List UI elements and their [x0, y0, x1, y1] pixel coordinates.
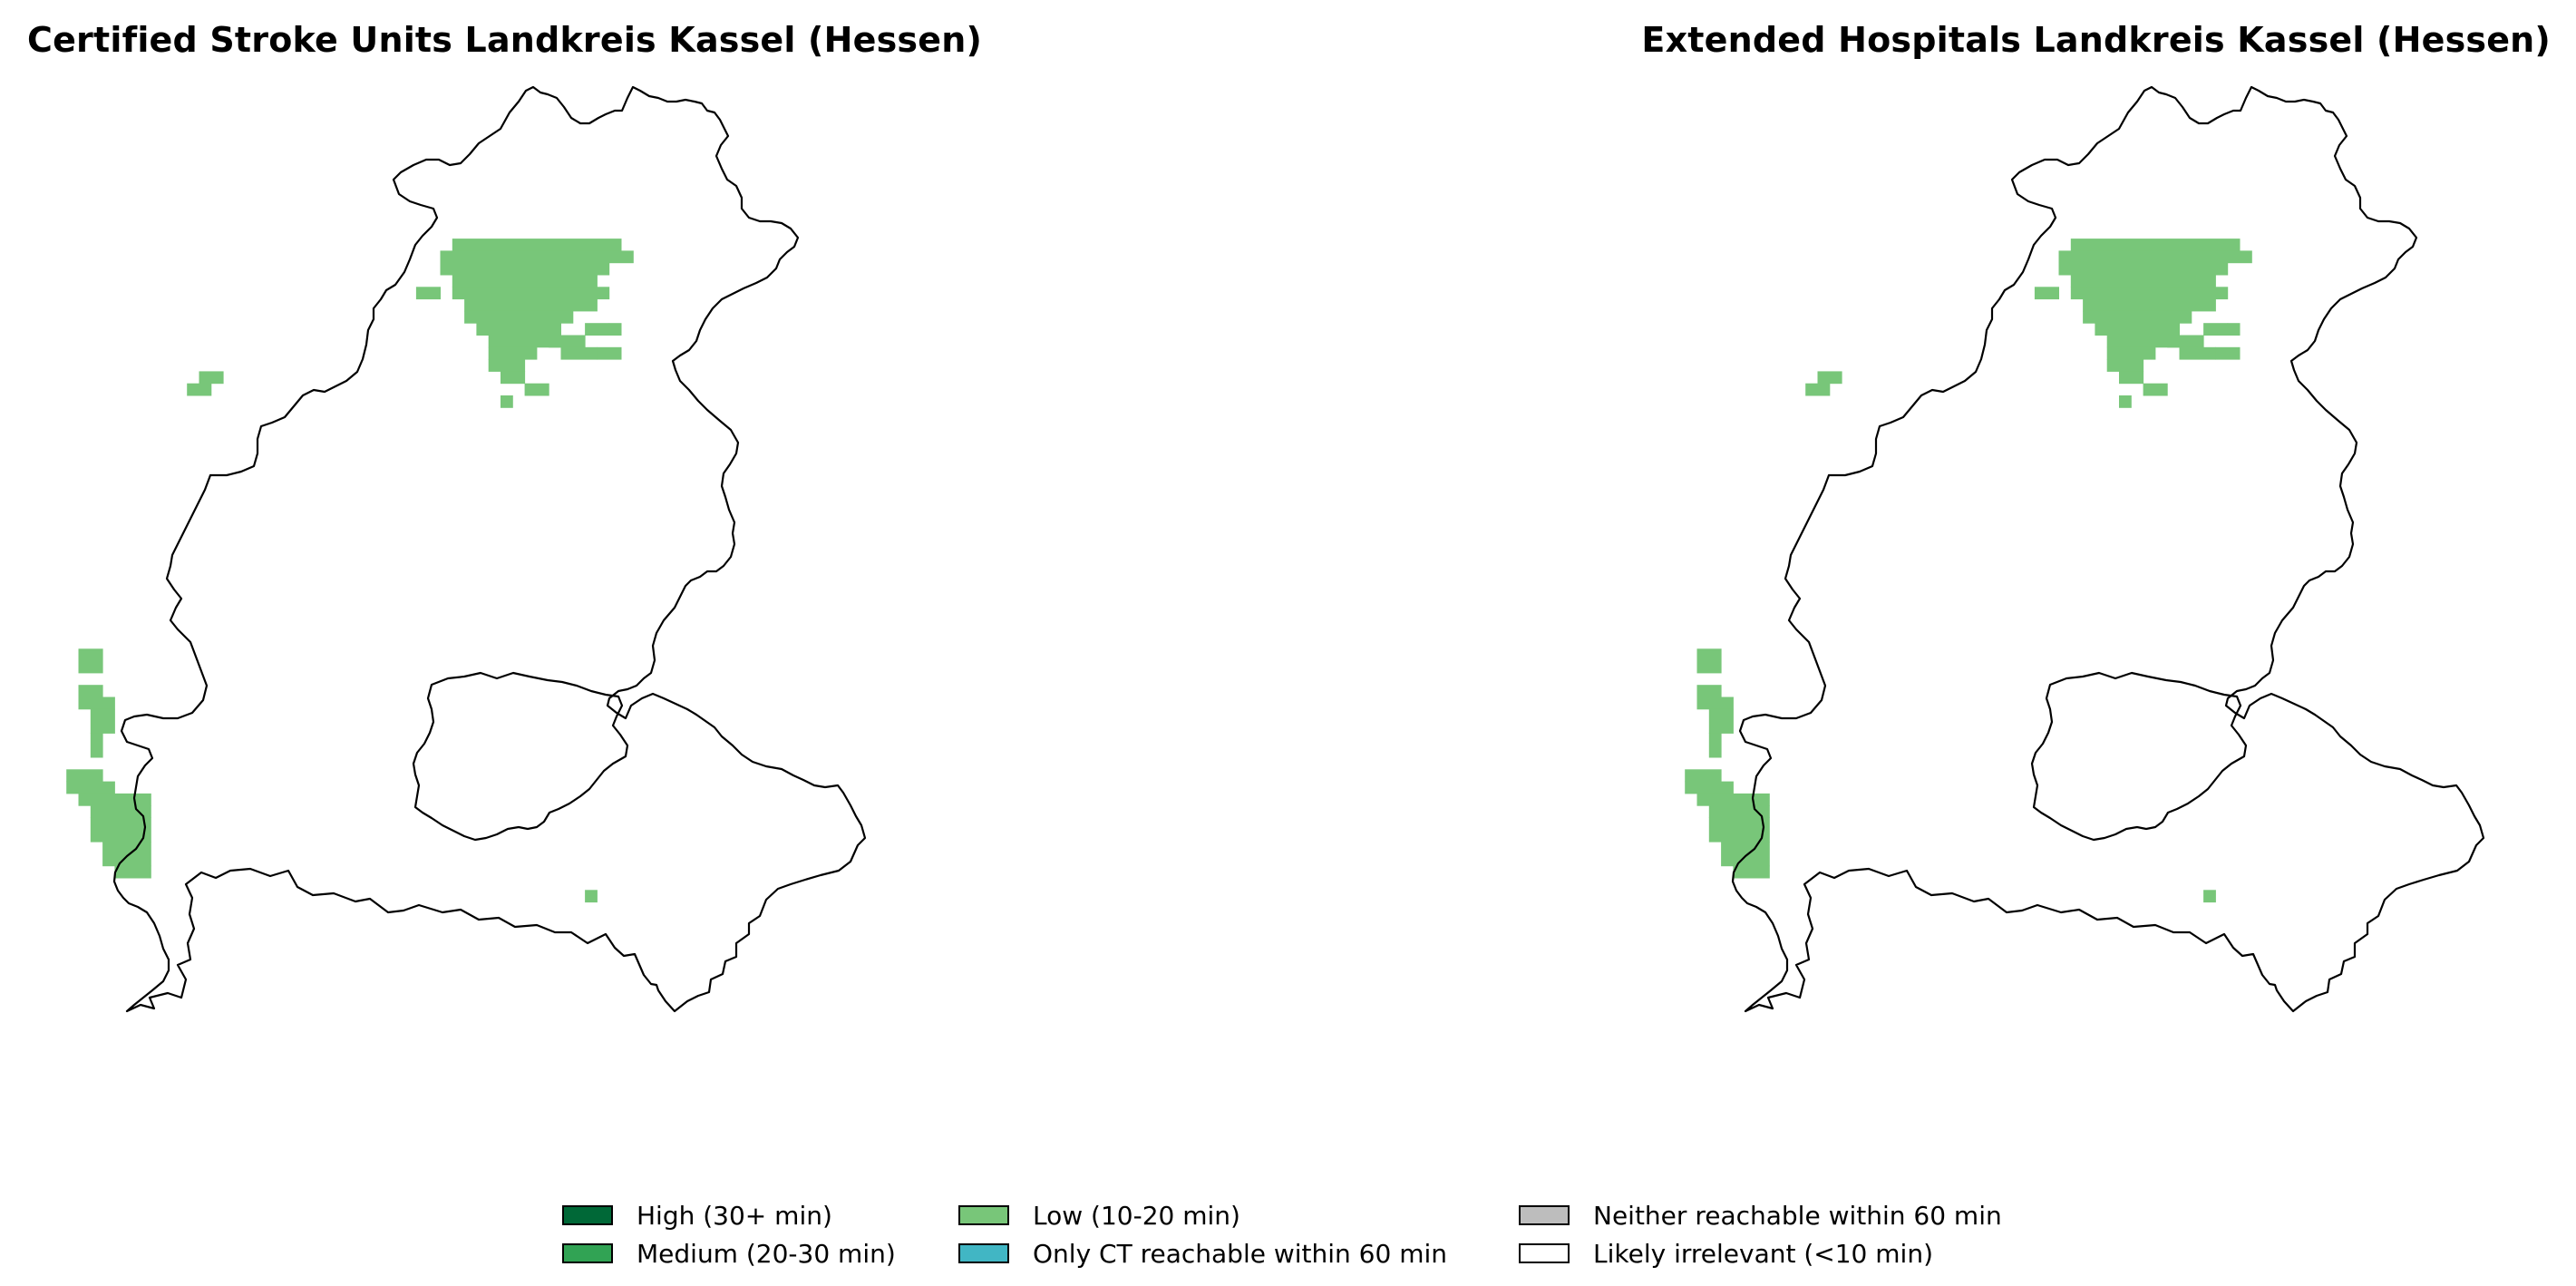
low-reachability-cell: [1696, 697, 1734, 710]
low-reachability-cell: [1721, 842, 1770, 867]
low-reachability-cell: [2203, 323, 2229, 336]
right-map-title: Extended Hospitals Landkreis Kassel (Hes…: [1641, 20, 2551, 60]
district-outline: [112, 85, 867, 1013]
low-reachability-cell: [464, 298, 598, 312]
low-reachability-cell: [2215, 346, 2241, 360]
low-reachability-cell: [90, 733, 103, 758]
legend-item-high: High (30+ min): [562, 1197, 832, 1233]
low-reachability-cell: [488, 359, 526, 372]
legend-swatch-high: [562, 1205, 613, 1225]
low-reachability-cell: [464, 310, 574, 324]
legend-item-low: Low (10-20 min): [958, 1197, 1240, 1233]
low-reachability-cell: [415, 287, 441, 300]
low-reachability-cell: [1685, 769, 1722, 783]
left-map: [66, 85, 867, 1013]
low-reachability-cell: [2227, 323, 2241, 336]
legend-swatch-irrelevant: [1519, 1243, 1570, 1263]
low-reachability-cell: [78, 648, 103, 674]
legend-item-irrelevant: Likely irrelevant (<10 min): [1519, 1235, 1933, 1271]
reachability-cells: [66, 239, 634, 903]
low-reachability-cell: [1696, 648, 1722, 674]
low-reachability-cell: [2083, 310, 2192, 324]
low-reachability-cell: [2070, 275, 2216, 287]
low-reachability-cell: [2179, 346, 2216, 360]
low-reachability-cell: [66, 781, 115, 794]
low-reachability-cell: [2106, 346, 2156, 360]
low-reachability-cell: [2167, 335, 2204, 348]
legend-swatch-ct-only: [958, 1243, 1009, 1263]
legend-label-low: Low (10-20 min): [1033, 1200, 1240, 1231]
low-reachability-cell: [1733, 865, 1770, 879]
low-reachability-cell: [1708, 708, 1734, 734]
low-reachability-cell: [476, 323, 561, 336]
low-reachability-cell: [2119, 395, 2132, 408]
legend-label-ct-only: Only CT reachable within 60 min: [1033, 1238, 1448, 1269]
right-map: [1685, 85, 2485, 1013]
low-reachability-cell: [1805, 383, 1831, 396]
low-reachability-cell: [78, 697, 115, 710]
low-reachability-cell: [2083, 298, 2216, 312]
low-reachability-cell: [199, 371, 224, 385]
legend-label-neither: Neither reachable within 60 min: [1593, 1200, 2002, 1231]
legend-swatch-medium: [562, 1243, 613, 1263]
low-reachability-cell: [2143, 383, 2168, 396]
low-reachability-cell: [2106, 335, 2180, 348]
legend-label-high: High (30+ min): [637, 1200, 832, 1231]
low-reachability-cell: [452, 275, 598, 287]
low-reachability-cell: [488, 346, 538, 360]
low-reachability-cell: [2203, 890, 2216, 903]
low-reachability-cell: [549, 335, 586, 348]
kassel-city-enclave-outline: [2030, 671, 2248, 842]
legend-swatch-low: [958, 1205, 1009, 1225]
low-reachability-cell: [585, 323, 610, 336]
district-outline: [1731, 85, 2485, 1013]
low-reachability-cell: [66, 769, 103, 783]
low-reachability-cell: [2070, 239, 2241, 251]
low-reachability-cell: [1685, 781, 1734, 794]
low-reachability-cell: [2119, 371, 2144, 385]
low-reachability-cell: [608, 323, 622, 336]
low-reachability-cell: [1817, 371, 1842, 385]
low-reachability-cell: [114, 865, 151, 879]
legend-label-irrelevant: Likely irrelevant (<10 min): [1593, 1238, 1933, 1269]
legend-item-ct-only: Only CT reachable within 60 min: [958, 1235, 1447, 1271]
low-reachability-cell: [1696, 793, 1770, 806]
low-reachability-cell: [488, 335, 561, 348]
low-reachability-cell: [102, 842, 151, 867]
low-reachability-cell: [2070, 287, 2229, 300]
low-reachability-cell: [2058, 262, 2229, 276]
low-reachability-cell: [1708, 817, 1770, 843]
low-reachability-cell: [2095, 323, 2180, 336]
low-reachability-cell: [78, 793, 151, 806]
legend-item-medium: Medium (20-30 min): [562, 1235, 896, 1271]
low-reachability-cell: [585, 890, 598, 903]
low-reachability-cell: [1696, 685, 1722, 697]
legend-item-neither: Neither reachable within 60 min: [1519, 1197, 2002, 1233]
low-reachability-cell: [560, 346, 598, 360]
low-reachability-cell: [2034, 287, 2059, 300]
low-reachability-cell: [440, 250, 634, 264]
legend-swatch-neither: [1519, 1205, 1570, 1225]
low-reachability-cell: [78, 685, 103, 697]
legend: High (30+ min) Medium (20-30 min) Low (1…: [0, 1184, 2576, 1284]
low-reachability-cell: [1708, 733, 1722, 758]
low-reachability-cell: [452, 287, 610, 300]
low-reachability-cell: [2106, 359, 2144, 372]
low-reachability-cell: [524, 383, 549, 396]
low-reachability-cell: [597, 346, 622, 360]
low-reachability-cell: [90, 817, 151, 843]
reachability-cells: [1685, 239, 2252, 903]
low-reachability-cell: [2058, 250, 2252, 264]
left-map-title: Certified Stroke Units Landkreis Kassel …: [27, 20, 983, 60]
low-reachability-cell: [440, 262, 610, 276]
low-reachability-cell: [501, 395, 513, 408]
low-reachability-cell: [452, 239, 622, 251]
low-reachability-cell: [501, 371, 526, 385]
kassel-city-enclave-outline: [412, 671, 629, 842]
low-reachability-cell: [187, 383, 212, 396]
low-reachability-cell: [90, 708, 115, 734]
legend-label-medium: Medium (20-30 min): [637, 1238, 896, 1269]
